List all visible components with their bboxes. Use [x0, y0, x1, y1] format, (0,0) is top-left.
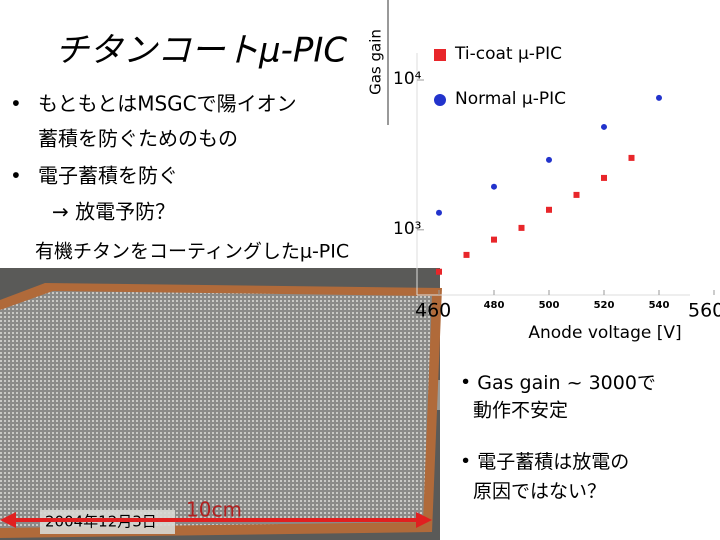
data-point	[436, 209, 442, 216]
legend-label: Normal μ-PIC	[455, 89, 566, 109]
bullet-line: 電子蓄積を防ぐ	[38, 164, 178, 188]
data-point	[573, 191, 580, 198]
photo: 2004年12月3日 10cm	[0, 268, 442, 540]
arrow-head	[416, 512, 432, 528]
y-tick-label: 10³	[393, 219, 421, 239]
note-line: 原因ではない？	[473, 481, 606, 503]
note-text: 電子蓄積は放電の	[477, 451, 629, 473]
bullet-marker: •	[10, 92, 22, 116]
bullet-marker: •	[10, 164, 22, 188]
data-point	[436, 268, 442, 275]
note-line: • 電子蓄積は放電の	[460, 451, 629, 473]
data-point	[628, 154, 635, 161]
x-tick-label: 560	[688, 300, 720, 322]
photo-caption: 有機チタンをコーティングしたμ-PIC	[35, 241, 349, 263]
data-point	[656, 94, 662, 101]
x-tick-label: 480	[484, 300, 505, 311]
data-point	[491, 236, 497, 243]
bullet-line: → 放電予防？	[52, 200, 175, 224]
legend-marker	[434, 94, 446, 106]
scale-label: 10cm	[186, 498, 242, 522]
note-text: Gas gain ~ 3000で	[477, 372, 656, 394]
arrow-head	[0, 512, 16, 528]
data-point	[546, 156, 552, 163]
data-point	[601, 123, 607, 130]
data-point	[518, 224, 525, 231]
x-tick-label: 460	[415, 300, 451, 322]
data-point	[463, 251, 470, 258]
x-tick-label: 540	[649, 300, 670, 311]
x-tick-label: 520	[594, 300, 615, 311]
board-mesh	[0, 291, 432, 528]
x-tick-label: 500	[539, 300, 560, 311]
bullet-line: もともとはMSGCで陽イオン	[38, 92, 297, 116]
y-tick-label: 10⁴	[393, 69, 422, 89]
y-axis-label: Gas gain	[367, 29, 385, 95]
x-axis-label: Anode voltage [V]	[528, 323, 681, 343]
bullet-line: 蓄積を防ぐためのもの	[38, 127, 238, 151]
chart: Gas gain Anode voltage [V] 10³ 10⁴ 460 480 5…	[367, 0, 720, 343]
note-line: 動作不安定	[473, 400, 568, 422]
legend-label: Ti-coat μ-PIC	[454, 44, 562, 64]
data-point	[601, 174, 607, 181]
slide-title: チタンコートμ-PIC	[55, 31, 347, 71]
legend-marker	[434, 49, 446, 61]
data-point	[491, 183, 497, 190]
data-point	[546, 206, 552, 213]
note-line: • Gas gain ~ 3000で	[460, 372, 656, 394]
